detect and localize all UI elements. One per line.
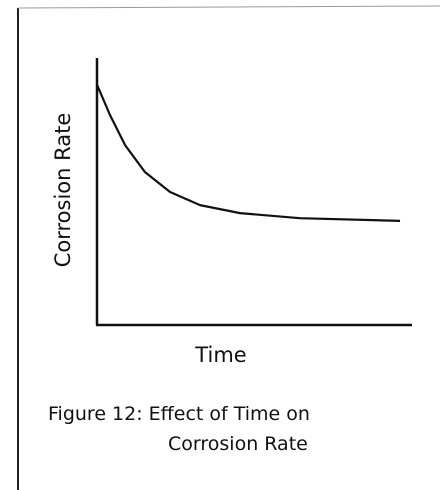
figure-caption: Figure 12: Effect of Time on xyxy=(48,403,310,425)
figure-caption: Corrosion Rate xyxy=(168,433,308,455)
x-axis-label: Time xyxy=(194,343,246,367)
y-axis-label: Corrosion Rate xyxy=(51,113,75,268)
page-border xyxy=(17,5,441,9)
line-series xyxy=(95,84,401,222)
